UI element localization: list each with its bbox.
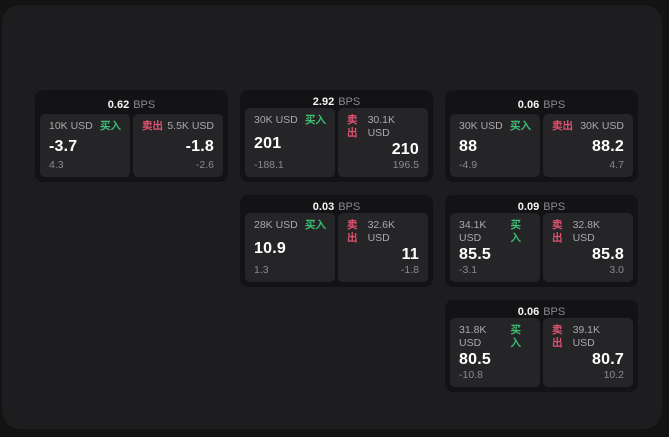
buy-label: 买入 xyxy=(510,324,521,349)
buy-amount: 30K USD xyxy=(254,114,298,126)
buy-tile[interactable]: 31.8K USD 买入 80.5 -10.8 xyxy=(450,318,540,387)
sell-price: -1.8 xyxy=(185,137,214,155)
spread-unit-label: BPS xyxy=(133,98,156,111)
spread-value: 0.06 xyxy=(517,305,540,318)
sell-amount: 5.5K USD xyxy=(167,120,214,132)
sell-tile[interactable]: 卖出 30K USD 88.2 4.7 xyxy=(543,114,633,177)
quote-card-body: 31.8K USD 买入 80.5 -10.8 卖出 39.1K USD 80.… xyxy=(450,318,633,387)
buy-label: 买入 xyxy=(100,120,121,132)
buy-tile[interactable]: 10K USD 买入 -3.7 4.3 xyxy=(40,114,130,177)
buy-sub-value: -10.8 xyxy=(459,369,483,381)
buy-tile[interactable]: 30K USD 买入 201 -188.1 xyxy=(245,108,335,177)
sell-amount: 32.8K USD xyxy=(572,219,601,244)
spread-unit-label: BPS xyxy=(338,95,361,108)
spread-unit-label: BPS xyxy=(543,200,566,213)
sell-label: 卖出 xyxy=(347,114,358,139)
buy-sub-value: -3.1 xyxy=(459,264,478,276)
spread-header: 0.03 BPS xyxy=(245,200,428,213)
quote-card-body: 28K USD 买入 10.9 1.3 卖出 32.6K USD 11 -1.8 xyxy=(245,213,428,282)
spread-value: 0.62 xyxy=(107,98,130,111)
sell-price: 80.7 xyxy=(592,351,624,368)
sell-amount: 30K USD xyxy=(580,120,624,132)
sell-price: 11 xyxy=(401,246,419,263)
spread-header: 0.62 BPS xyxy=(40,95,223,114)
quote-card-body: 34.1K USD 买入 85.5 -3.1 卖出 32.8K USD 85.8… xyxy=(450,213,633,282)
buy-price: -3.7 xyxy=(49,137,78,155)
sell-tile[interactable]: 卖出 32.6K USD 11 -1.8 xyxy=(338,213,428,282)
buy-amount: 31.8K USD xyxy=(459,324,487,349)
buy-amount: 10K USD xyxy=(49,120,93,132)
spread-value: 0.09 xyxy=(517,200,540,213)
buy-label: 买入 xyxy=(510,120,531,132)
buy-label: 买入 xyxy=(305,219,326,231)
sell-tile[interactable]: 卖出 30.1K USD 210 196.5 xyxy=(338,108,428,177)
sell-sub-value: -1.8 xyxy=(400,264,419,276)
spread-unit-label: BPS xyxy=(543,305,566,318)
quote-cards-grid: 0.62 BPS 10K USD 买入 -3.7 4.3 卖出 xyxy=(35,90,638,392)
buy-tile[interactable]: 30K USD 买入 88 -4.9 xyxy=(450,114,540,177)
buy-sub-value: 1.3 xyxy=(254,264,269,276)
sell-price: 85.8 xyxy=(592,246,624,263)
buy-sub-value: -4.9 xyxy=(459,159,478,171)
buy-amount: 30K USD xyxy=(459,120,503,132)
buy-amount: 34.1K USD xyxy=(459,219,487,244)
spread-header: 0.06 BPS xyxy=(450,95,633,114)
sell-amount: 32.6K USD xyxy=(367,219,396,244)
sell-label: 卖出 xyxy=(552,324,563,349)
buy-price: 10.9 xyxy=(254,239,286,257)
sell-sub-value: 10.2 xyxy=(603,369,624,381)
spread-value: 0.06 xyxy=(517,98,540,111)
sell-amount: 39.1K USD xyxy=(572,324,601,349)
buy-sub-value: -188.1 xyxy=(254,159,284,171)
spread-unit-label: BPS xyxy=(543,98,566,111)
spread-header: 2.92 BPS xyxy=(245,95,428,108)
buy-sub-value: 4.3 xyxy=(49,159,64,171)
quote-card: 0.62 BPS 10K USD 买入 -3.7 4.3 卖出 xyxy=(35,90,228,182)
buy-tile[interactable]: 34.1K USD 买入 85.5 -3.1 xyxy=(450,213,540,282)
quote-card: 0.06 BPS 31.8K USD 买入 80.5 -10.8 卖 xyxy=(445,300,638,392)
spread-value: 2.92 xyxy=(312,95,335,108)
spread-unit-label: BPS xyxy=(338,200,361,213)
sell-price: 210 xyxy=(391,141,419,158)
sell-tile[interactable]: 卖出 5.5K USD -1.8 -2.6 xyxy=(133,114,223,177)
spread-header: 0.09 BPS xyxy=(450,200,633,213)
quotes-panel: 0.62 BPS 10K USD 买入 -3.7 4.3 卖出 xyxy=(2,5,662,429)
buy-price: 201 xyxy=(254,134,282,152)
quote-card-body: 10K USD 买入 -3.7 4.3 卖出 5.5K USD -1.8 -2.… xyxy=(40,114,223,177)
sell-price: 88.2 xyxy=(592,137,624,155)
sell-amount: 30.1K USD xyxy=(367,114,396,139)
buy-label: 买入 xyxy=(305,114,326,126)
sell-sub-value: 196.5 xyxy=(392,159,419,171)
sell-label: 卖出 xyxy=(347,219,358,244)
quote-card-body: 30K USD 买入 88 -4.9 卖出 30K USD 88.2 4.7 xyxy=(450,114,633,177)
quote-card-body: 30K USD 买入 201 -188.1 卖出 30.1K USD 210 1… xyxy=(245,108,428,177)
sell-sub-value: 3.0 xyxy=(609,264,624,276)
sell-label: 卖出 xyxy=(142,120,163,132)
buy-amount: 28K USD xyxy=(254,219,298,231)
buy-price: 80.5 xyxy=(459,351,491,368)
sell-label: 卖出 xyxy=(552,120,573,132)
quote-card: 0.06 BPS 30K USD 买入 88 -4.9 卖出 xyxy=(445,90,638,182)
buy-tile[interactable]: 28K USD 买入 10.9 1.3 xyxy=(245,213,335,282)
buy-price: 85.5 xyxy=(459,246,491,263)
quote-card: 2.92 BPS 30K USD 买入 201 -188.1 卖出 xyxy=(240,90,433,182)
sell-sub-value: -2.6 xyxy=(195,159,214,171)
sell-tile[interactable]: 卖出 39.1K USD 80.7 10.2 xyxy=(543,318,633,387)
quote-card: 0.09 BPS 34.1K USD 买入 85.5 -3.1 卖出 xyxy=(445,195,638,287)
spread-header: 0.06 BPS xyxy=(450,305,633,318)
sell-sub-value: 4.7 xyxy=(609,159,624,171)
buy-price: 88 xyxy=(459,137,478,155)
spread-value: 0.03 xyxy=(312,200,335,213)
sell-tile[interactable]: 卖出 32.8K USD 85.8 3.0 xyxy=(543,213,633,282)
buy-label: 买入 xyxy=(510,219,521,244)
sell-label: 卖出 xyxy=(552,219,563,244)
quote-card: 0.03 BPS 28K USD 买入 10.9 1.3 卖出 xyxy=(240,195,433,287)
